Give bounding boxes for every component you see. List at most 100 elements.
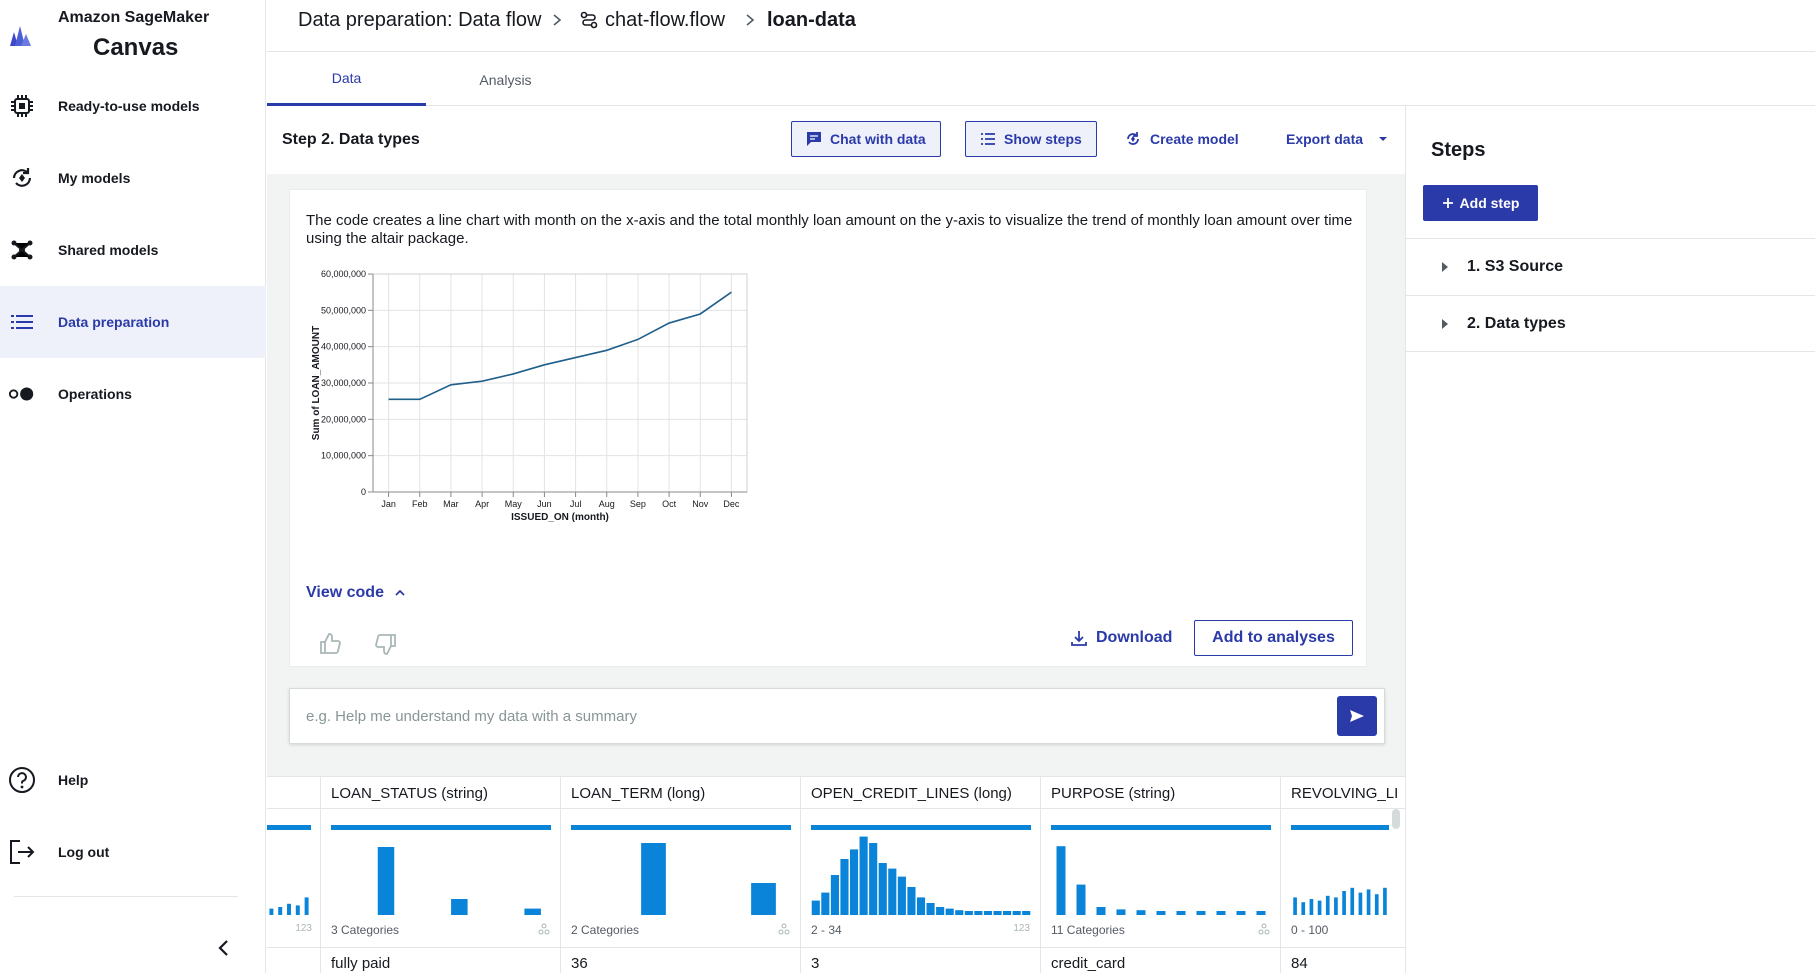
column-histogram bbox=[1056, 846, 1266, 915]
histogram-bar bbox=[1342, 891, 1346, 915]
nav-data-preparation[interactable]: Data preparation bbox=[0, 286, 266, 358]
show-steps-label: Show steps bbox=[1004, 131, 1082, 147]
histogram-bar bbox=[524, 908, 541, 915]
add-to-analyses-button[interactable]: Add to analyses bbox=[1194, 620, 1353, 656]
cell-value: 36 bbox=[571, 955, 588, 972]
step-item-s3-source[interactable]: 1. S3 Source bbox=[1406, 238, 1815, 295]
chat-input[interactable] bbox=[290, 689, 1330, 743]
histogram-bar bbox=[1012, 911, 1021, 915]
sagemaker-logo-icon bbox=[10, 26, 31, 46]
view-code-toggle[interactable]: View code bbox=[306, 584, 406, 602]
thumbs-up-button[interactable] bbox=[316, 630, 344, 658]
histogram-bar bbox=[1156, 911, 1166, 915]
column-header[interactable]: REVOLVING_LI bbox=[1281, 777, 1405, 809]
histogram-bar bbox=[1293, 897, 1297, 915]
histogram-bar bbox=[955, 910, 964, 915]
collapse-sidebar-button[interactable] bbox=[212, 936, 236, 960]
thumbs-down-icon bbox=[375, 634, 396, 655]
download-button[interactable]: Download bbox=[1070, 620, 1172, 656]
categorical-type-icon bbox=[1258, 923, 1270, 938]
toggle-icon bbox=[8, 380, 36, 408]
histogram-bar bbox=[1022, 911, 1031, 915]
histogram-bar bbox=[1366, 889, 1371, 915]
breadcrumb-flow-file[interactable]: chat-flow.flow bbox=[605, 9, 726, 31]
chat-icon bbox=[807, 132, 821, 146]
add-step-button[interactable]: Add step bbox=[1423, 185, 1538, 221]
thumbs-down-button[interactable] bbox=[372, 630, 400, 658]
histogram-bar bbox=[1236, 911, 1246, 915]
tab-data[interactable]: Data bbox=[267, 53, 426, 106]
chat-area: The code creates a line chart with month… bbox=[267, 174, 1405, 776]
cell-value: 3 bbox=[811, 955, 820, 972]
column-histogram bbox=[641, 843, 776, 915]
y-tick-label: 30,000,000 bbox=[321, 378, 366, 388]
histogram-bar bbox=[993, 911, 1002, 915]
histogram-bar bbox=[830, 875, 839, 915]
nav-label: Ready-to-use models bbox=[58, 98, 200, 114]
column-quality-bar bbox=[1291, 825, 1389, 830]
histogram-bar bbox=[1317, 900, 1322, 915]
thumbs-up-icon bbox=[320, 633, 341, 654]
grid-column-open-credit-lines[interactable]: OPEN_CREDIT_LINES (long) 2 - 34 123 3 bbox=[801, 777, 1041, 973]
caret-right-icon bbox=[1442, 262, 1448, 272]
nav-my-models[interactable]: My models bbox=[0, 142, 266, 214]
column-header[interactable]: LOAN_TERM (long) bbox=[561, 777, 800, 809]
nav-help[interactable]: Help bbox=[0, 744, 266, 816]
list-icon bbox=[981, 133, 995, 145]
column-header[interactable]: LOAN_STATUS (string) bbox=[321, 777, 560, 809]
column-header[interactable]: OPEN_CREDIT_LINES (long) bbox=[801, 777, 1040, 809]
cell-value: credit_card bbox=[1051, 955, 1126, 972]
x-tick-label: Dec bbox=[723, 499, 740, 509]
create-model-button[interactable]: Create model bbox=[1109, 121, 1254, 157]
chevron-up-icon bbox=[395, 589, 405, 596]
histogram-bar bbox=[1216, 911, 1226, 915]
steps-title: Steps bbox=[1431, 139, 1486, 161]
y-tick-label: 10,000,000 bbox=[321, 451, 366, 461]
step-title: Step 2. Data types bbox=[282, 131, 420, 148]
grid-column-purpose[interactable]: PURPOSE (string) 11 Categories credit_ca… bbox=[1041, 777, 1281, 973]
breadcrumb-data-flow[interactable]: Data preparation: Data flow bbox=[298, 9, 542, 31]
histogram-bar bbox=[897, 876, 906, 915]
nav-shared-models[interactable]: Shared models bbox=[0, 214, 266, 286]
x-tick-label: Mar bbox=[443, 499, 459, 509]
chat-with-data-button[interactable]: Chat with data bbox=[791, 121, 941, 157]
histogram-bar bbox=[859, 836, 868, 915]
cell-value: fully paid bbox=[331, 955, 391, 972]
y-tick-label: 0 bbox=[361, 487, 366, 497]
column-histogram bbox=[377, 847, 541, 915]
grid-column[interactable]: 123 bbox=[267, 777, 321, 973]
grid-column-loan-status[interactable]: LOAN_STATUS (string) 3 Categories fully … bbox=[321, 777, 561, 973]
data-grid: 123 LOAN_STATUS (string) 3 Categories fu… bbox=[267, 776, 1405, 973]
toolbar: Step 2. Data types Chat with data Show s… bbox=[267, 106, 1405, 174]
y-tick-label: 40,000,000 bbox=[321, 342, 366, 352]
histogram-bar bbox=[1096, 907, 1106, 915]
grid-row-divider bbox=[267, 947, 1405, 948]
series-line bbox=[388, 291, 732, 401]
histogram-bar bbox=[1056, 846, 1066, 915]
grid-column-revolving[interactable]: REVOLVING_LI 0 - 100 84 bbox=[1281, 777, 1405, 973]
create-model-label: Create model bbox=[1150, 131, 1239, 147]
nav-ready-to-use-models[interactable]: Ready-to-use models bbox=[0, 70, 266, 142]
send-button[interactable] bbox=[1337, 696, 1377, 736]
nav-operations[interactable]: Operations bbox=[0, 358, 266, 430]
nav-log-out[interactable]: Log out bbox=[0, 816, 266, 888]
step-item-data-types[interactable]: 2. Data types bbox=[1406, 295, 1815, 352]
breadcrumb-dataset: loan-data bbox=[767, 9, 856, 31]
sidebar-divider bbox=[14, 896, 238, 897]
histogram-bar bbox=[1309, 899, 1314, 915]
caret-down-icon bbox=[1379, 137, 1388, 141]
column-header[interactable]: PURPOSE (string) bbox=[1041, 777, 1280, 809]
column-histogram bbox=[811, 836, 1031, 915]
flow-icon bbox=[580, 11, 598, 29]
column-summary: 2 - 34 bbox=[811, 923, 842, 937]
show-steps-button[interactable]: Show steps bbox=[965, 121, 1097, 157]
export-data-dropdown[interactable]: Export data bbox=[1271, 121, 1404, 157]
grid-column-loan-term[interactable]: LOAN_TERM (long) 2 Categories 36 bbox=[561, 777, 801, 973]
histogram-bar bbox=[916, 897, 926, 915]
column-header[interactable] bbox=[267, 777, 320, 809]
histogram-bar bbox=[278, 907, 283, 915]
tab-analysis[interactable]: Analysis bbox=[479, 71, 532, 88]
y-tick-label: 50,000,000 bbox=[321, 305, 366, 315]
vertical-scrollbar[interactable] bbox=[1392, 809, 1400, 829]
brand-product: Canvas bbox=[93, 34, 179, 61]
